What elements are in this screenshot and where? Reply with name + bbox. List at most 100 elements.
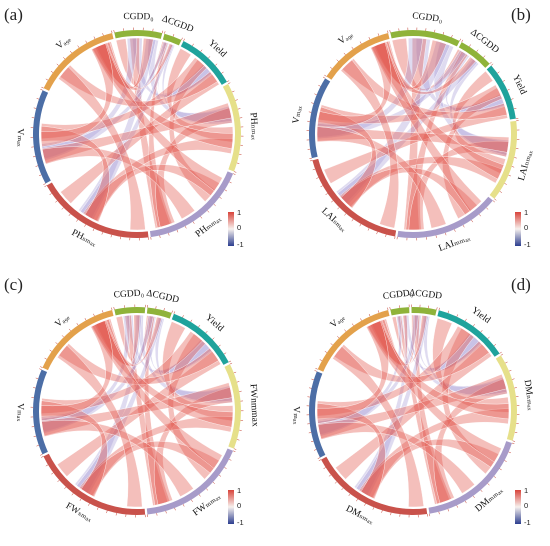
segment-tick: [36, 445, 39, 447]
segment-tick: [377, 310, 380, 313]
segment-tick: [368, 313, 371, 317]
segment-arc: [317, 310, 390, 372]
segment-tick: [198, 324, 201, 328]
segment-arc: [309, 78, 331, 159]
segment-tick: [236, 439, 240, 441]
segment-tick: [181, 37, 183, 41]
colorbar-tick-top: 1: [237, 208, 241, 217]
segment-tick: [113, 307, 115, 310]
segment-tick: [364, 503, 366, 506]
segment-tick: [212, 337, 215, 340]
chord-ribbon: [58, 66, 146, 231]
segment-tick: [164, 31, 166, 34]
segment-tick: [442, 31, 445, 35]
chord-ribbon: [391, 38, 465, 91]
segment-tick: [351, 218, 354, 222]
segment-tick: [35, 377, 39, 379]
segment-tick: [191, 499, 193, 502]
segment-label: PHₙₘₐₓ: [248, 112, 260, 140]
segment-tick: [341, 487, 344, 491]
chord-ribbons: [316, 314, 510, 508]
segment-tick: [192, 43, 194, 47]
segment-tick: [309, 387, 312, 389]
segment-tick: [435, 235, 437, 238]
segment-tick: [183, 38, 185, 42]
segment-label: Vₐ₉ₑ: [55, 34, 74, 52]
segment-tick: [511, 442, 515, 444]
segment-tick: [79, 498, 82, 501]
segment-tick: [168, 233, 170, 236]
segment-tick: [328, 474, 332, 477]
segment-tick: [456, 314, 459, 317]
segment-tick: [44, 185, 47, 187]
segment-tick: [213, 203, 216, 207]
segment-tick: [71, 493, 74, 496]
chord-ribbon: [115, 38, 167, 88]
segment-tick: [84, 318, 87, 321]
segment-tick: [344, 213, 347, 216]
segment-arc: [437, 310, 500, 357]
segment-tick: [215, 63, 218, 66]
segment-tick: [324, 351, 328, 353]
segment-tick: [507, 88, 510, 91]
segment-tick: [310, 440, 314, 443]
segment-tick: [351, 46, 354, 50]
segment-label: LAIₘₘₐₓ: [437, 233, 471, 254]
segment-tick: [85, 40, 88, 44]
segment-arc: [222, 83, 242, 172]
segment-tick: [64, 486, 67, 490]
segment-tick: [360, 318, 362, 321]
segment-tick: [223, 352, 227, 355]
segment-tick: [512, 440, 516, 442]
segment-tick: [351, 323, 354, 326]
segment-tick: [337, 207, 340, 210]
segment-tick: [461, 39, 464, 43]
chord-ribbon: [332, 346, 424, 508]
segment-tick: [511, 166, 515, 168]
colorbar-tick-top: 1: [524, 486, 528, 495]
segment-arc: [33, 90, 51, 184]
segment-label: ΔCGDD: [409, 288, 443, 302]
segment-tick: [184, 226, 187, 229]
segment-tick: [55, 200, 58, 203]
segment-tick: [505, 361, 508, 364]
segment-tick: [323, 467, 326, 469]
segment-tick: [232, 450, 236, 452]
segment-tick: [489, 61, 492, 64]
segment-tick: [390, 512, 392, 516]
chord-ribbon: [317, 422, 475, 494]
colorbar-tick-mid: 0: [524, 223, 528, 232]
segment-tick: [311, 378, 314, 380]
segment-tick: [376, 231, 378, 235]
segment-tick: [182, 315, 184, 318]
segment-arc: [458, 42, 490, 68]
segment-tick: [55, 342, 58, 345]
colorbar-gradient: [228, 490, 234, 524]
segment-tick: [309, 160, 313, 162]
segment-tick: [447, 508, 449, 512]
segment-tick: [476, 49, 479, 52]
chord-panel-d: (d)CGDD₀ΔCGDDYieldDMₙₘₐₓDMₘₘₐₓDMₛₘₐₓVₘₐₓ…: [291, 275, 536, 527]
segment-tick: [233, 448, 237, 450]
segment-tick: [236, 162, 240, 164]
chord-ribbons: [40, 37, 234, 231]
segment-tick: [226, 80, 230, 83]
chord-ribbon: [323, 106, 508, 184]
segment-tick: [514, 431, 518, 433]
segment-arc: [326, 33, 390, 80]
segment-arc: [397, 196, 493, 238]
segment-tick: [451, 34, 453, 38]
segment-tick: [359, 223, 362, 227]
segment-tick: [472, 495, 475, 499]
segment-tick: [233, 173, 236, 175]
segment-tick: [312, 168, 316, 171]
segment-tick: [33, 107, 37, 109]
segment-arc: [162, 33, 182, 46]
segment-tick: [318, 459, 322, 461]
panel-letter: (a): [4, 5, 23, 24]
chord-ribbon: [340, 59, 399, 229]
segment-tick: [330, 66, 333, 69]
chord-ribbons: [40, 314, 234, 508]
segment-tick: [486, 207, 489, 210]
segment-tick: [172, 34, 175, 37]
